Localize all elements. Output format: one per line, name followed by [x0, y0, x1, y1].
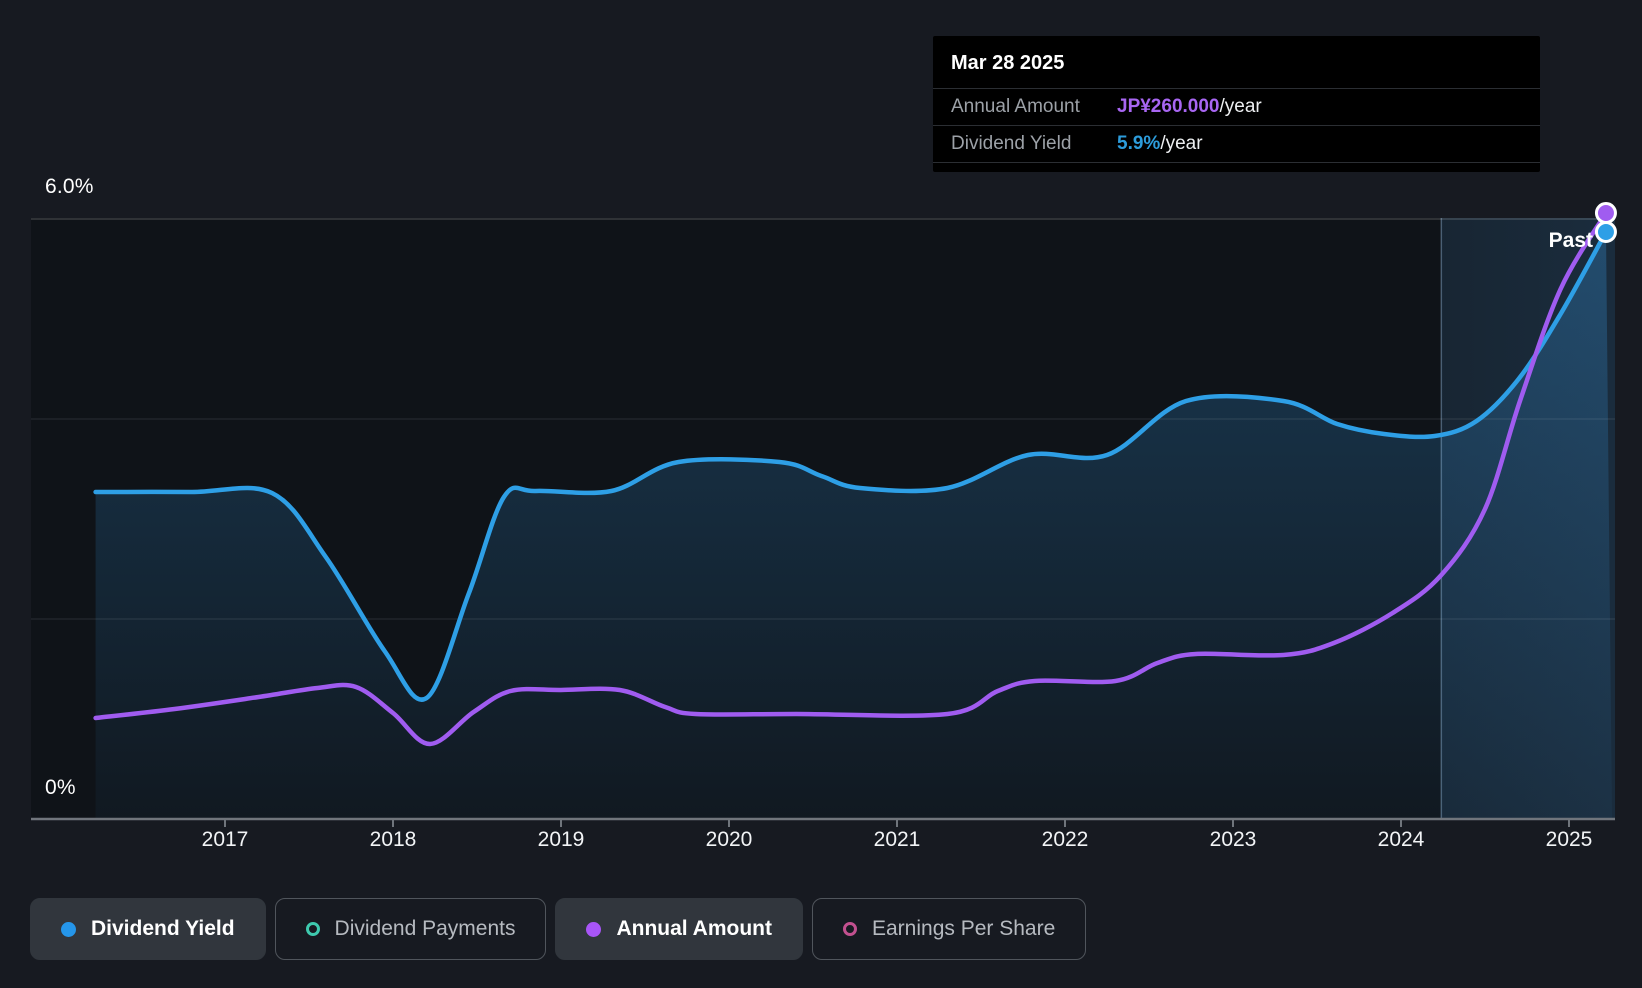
- dividend-yield-marker-icon: [61, 921, 76, 937]
- chart-tooltip: Mar 28 2025 Annual Amount JP¥260.000/year…: [933, 36, 1540, 172]
- legend-label: Dividend Yield: [91, 917, 235, 940]
- legend-label: Earnings Per Share: [872, 917, 1056, 940]
- legend-button-annual-amount[interactable]: Annual Amount: [555, 898, 803, 960]
- legend-button-dividend-yield[interactable]: Dividend Yield: [30, 898, 266, 960]
- annual-amount-endpoint-dot: [1594, 202, 1617, 224]
- x-axis-tick-label: 2022: [1041, 828, 1089, 851]
- dividend-yield-endpoint-dot: [1594, 221, 1617, 243]
- legend-label: Annual Amount: [616, 917, 772, 940]
- y-axis-label-zero: 0%: [45, 776, 76, 799]
- x-axis: [31, 817, 1615, 827]
- tooltip-row-suffix: /year: [1160, 133, 1203, 154]
- legend-button-earnings-per-share[interactable]: Earnings Per Share: [812, 898, 1087, 960]
- annual-amount-marker-icon: [586, 921, 602, 937]
- x-axis-tick-label: 2019: [537, 828, 585, 851]
- annual-amount-line: [93, 210, 1609, 747]
- past-region-label: Past: [1548, 229, 1593, 252]
- x-axis-tick-label: 2023: [1209, 828, 1257, 851]
- tooltip-date: Mar 28 2025: [951, 52, 1065, 74]
- series-endpoint-dots: [1594, 202, 1617, 243]
- tooltip-row-label: Dividend Yield: [951, 133, 1072, 154]
- legend-label: Dividend Payments: [334, 917, 516, 940]
- tooltip-row-suffix: /year: [1219, 96, 1262, 117]
- x-axis-tick-label: 2021: [873, 828, 921, 851]
- dividend-yield-line: [93, 229, 1609, 702]
- tooltip-row: Annual Amount JP¥260.000/year: [933, 88, 1540, 125]
- tooltip-row-label: Annual Amount: [951, 96, 1080, 117]
- earnings-per-share-marker-icon: [843, 922, 857, 936]
- x-axis-tick-label: 2017: [201, 828, 249, 851]
- chart-legend: Dividend Yield Dividend Payments Annual Am…: [30, 898, 1087, 960]
- tooltip-row-value: JP¥260.000: [1117, 96, 1220, 117]
- x-axis-tick-label: 2024: [1377, 828, 1425, 851]
- tooltip-row: Dividend Yield 5.9%/year: [933, 125, 1540, 163]
- tooltip-row-value: 5.9%: [1117, 133, 1161, 154]
- y-axis-label-max: 6.0%: [45, 175, 94, 198]
- legend-button-dividend-payments[interactable]: Dividend Payments: [274, 898, 547, 960]
- dividend-payments-marker-icon: [305, 922, 320, 936]
- x-axis-tick-label: 2018: [369, 828, 417, 851]
- dividend-yield-area: [95, 232, 1613, 819]
- x-axis-tick-label: 2025: [1545, 828, 1593, 851]
- gridlines: [31, 218, 1615, 620]
- past-region-overlay: [1441, 218, 1615, 819]
- x-axis-tick-label: 2020: [705, 828, 753, 851]
